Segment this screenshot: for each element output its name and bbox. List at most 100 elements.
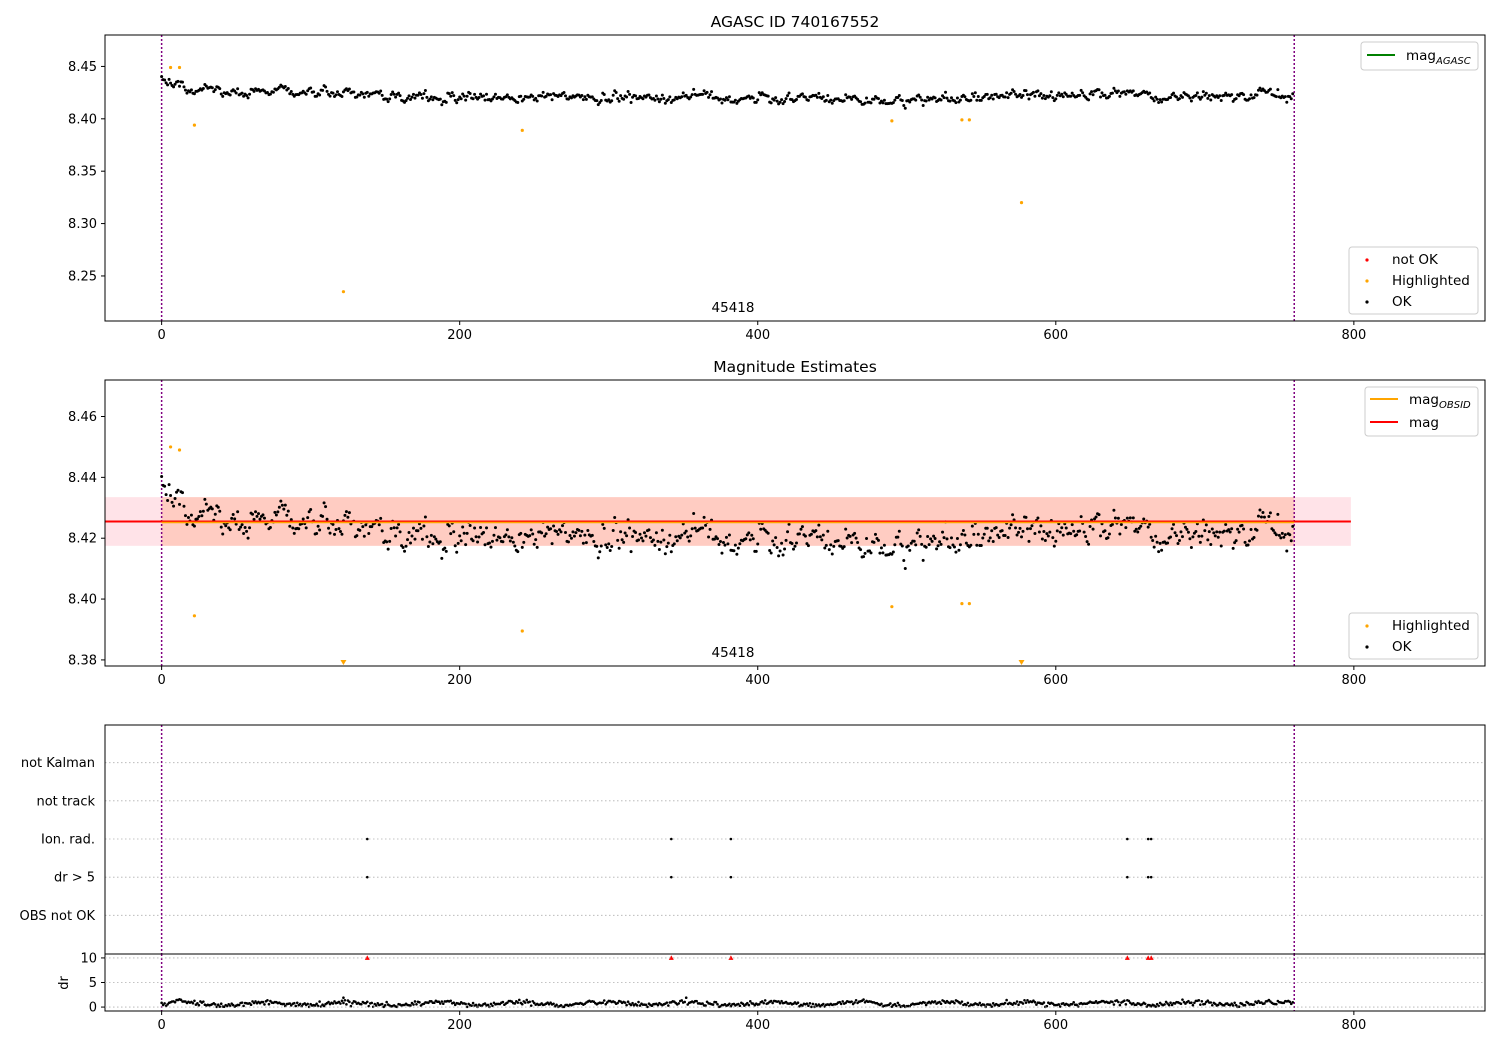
highlighted-point [177,65,182,70]
ok-point [705,90,709,94]
ok-point [419,92,423,96]
flag-point [729,875,733,879]
ok-point [1118,532,1122,536]
ok-point [881,551,885,555]
ok-point [464,543,468,547]
y-tick-label: 8.44 [68,471,97,486]
dr-point [638,1004,642,1007]
ok-point [1030,524,1034,528]
ok-point [1188,537,1192,541]
ok-point [1222,529,1226,533]
ok-point [456,541,460,545]
ok-point [476,540,480,544]
dr-point [728,1002,731,1006]
ok-point [1009,523,1013,527]
ok-point [1055,93,1059,97]
ok-point [1021,93,1025,97]
ok-point [979,544,983,548]
dr-clipped-marker [728,955,734,960]
ok-point [1024,515,1028,519]
ok-point [1206,96,1210,100]
ok-point [409,97,413,101]
ok-point [1209,543,1213,547]
ok-point [252,517,256,521]
ok-point [631,534,635,538]
ok-point [245,529,249,533]
dr-point [531,999,535,1003]
ok-point [876,97,880,101]
ok-point [1210,527,1214,531]
ok-point [479,525,483,529]
ok-point [1097,513,1101,517]
dr-point [777,1000,780,1003]
y-tick-label: 8.30 [68,217,97,232]
ok-point [520,545,524,549]
dr-point [631,1001,634,1005]
ok-point [370,525,374,529]
ok-point [829,543,833,547]
ok-point [355,534,359,538]
dr-point [441,1002,445,1006]
ok-point [1042,530,1046,534]
ok-point [1107,94,1111,98]
flag-point [1146,837,1150,841]
ok-point [1169,535,1173,539]
ok-point [1060,526,1064,530]
ok-point [1064,526,1068,530]
ok-point [566,540,570,544]
ok-point [991,539,995,543]
ok-point [404,99,408,103]
ok-point [420,96,424,100]
ok-point [195,517,199,521]
dr-point [1035,1003,1038,1006]
dr-point [1200,999,1204,1003]
dr-point [254,1000,257,1003]
ok-point [1155,540,1159,544]
ok-point [322,501,326,505]
legend-label-mag-obsid: magOBSID [1409,392,1471,411]
ok-point [708,527,712,531]
ok-point [429,95,433,99]
ok-point [1268,87,1272,91]
ok-point [561,524,565,528]
ok-point [915,531,919,535]
dr-point [449,999,453,1003]
dr-point [1075,1003,1078,1007]
ok-point [397,522,401,526]
ok-point [1011,513,1015,517]
highlighted-point [960,602,964,606]
ok-point [1113,516,1117,520]
flag-category-label: Ion. rad. [41,833,95,848]
ok-point [231,513,235,517]
ok-point [321,88,325,92]
ok-point [651,538,655,542]
ok-point [982,532,986,536]
ok-point [1234,97,1238,101]
ok-point [559,94,563,98]
ok-point [240,91,244,95]
below-range-marker [1018,660,1025,665]
ok-point [277,505,281,509]
dr-point [1206,999,1210,1002]
ok-point [1172,522,1176,526]
dr-point [1233,1001,1236,1005]
ok-point [406,96,410,100]
ok-point [392,92,396,96]
dr-point [219,1002,223,1006]
dr-point [1167,1003,1171,1007]
dr-point [331,1002,335,1005]
ok-point [757,91,761,95]
ok-point [634,94,638,98]
ok-point [1191,535,1195,539]
dr-point [616,1001,619,1005]
ok-point [1289,97,1293,101]
dr-point [895,1004,898,1008]
ok-point [876,538,880,542]
dr-point [374,1004,378,1007]
ok-point [918,95,922,99]
ok-point [286,87,290,91]
dr-point [370,1001,374,1005]
ok-point [906,544,910,548]
ok-point [879,546,883,550]
x-tick-label: 800 [1341,673,1366,688]
